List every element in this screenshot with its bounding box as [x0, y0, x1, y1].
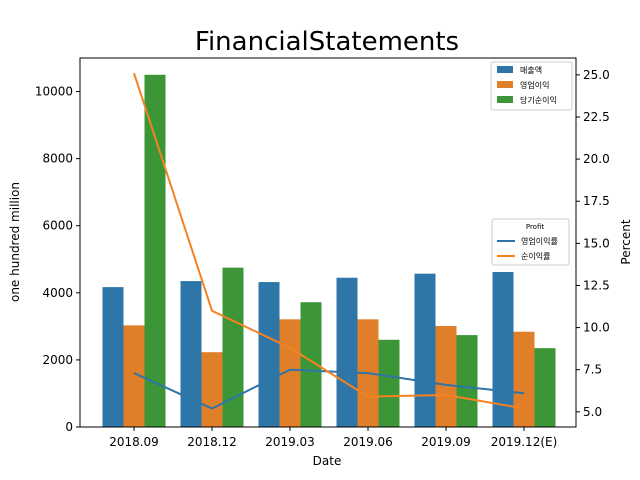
bar [456, 335, 478, 427]
x-tick-label: 2019.09 [421, 435, 471, 449]
x-tick-label: 2019.12(E) [491, 435, 558, 449]
bar-legend-swatch [497, 66, 513, 73]
bar [534, 348, 556, 427]
y2-tick-label: 17.5 [583, 194, 610, 208]
x-axis: 2018.09 2018.12 2019.03 2019.06 2019.09 2019.… [109, 427, 557, 449]
bar [492, 272, 514, 427]
line-legend-label: 순이익률 [521, 251, 550, 261]
bar [435, 326, 457, 427]
line-legend-title: Profit [526, 223, 545, 231]
y-tick-label: 4000 [42, 286, 73, 300]
y2-tick-label: 25.0 [583, 68, 610, 82]
bar-legend-swatch [497, 81, 513, 88]
y2-tick-label: 5.0 [583, 405, 602, 419]
y2-tick-label: 20.0 [583, 152, 610, 166]
x-tick-label: 2019.03 [265, 435, 315, 449]
bar [378, 339, 400, 427]
bar [336, 277, 358, 427]
plot-frame [79, 57, 577, 428]
bar-legend-label: 당기순이익 [520, 95, 557, 105]
y2-tick-label: 10.0 [583, 321, 610, 335]
bar [123, 325, 145, 427]
y-axis-right: 5.0 7.5 10.0 12.5 15.0 17.5 20.0 22.5 25.0 [576, 68, 610, 419]
y-tick-label: 6000 [42, 219, 73, 233]
x-tick-label: 2018.09 [109, 435, 159, 449]
y2-axis-label: Percent [619, 219, 633, 264]
y2-tick-label: 12.5 [583, 278, 610, 292]
y-axis-label: one hundred million [8, 182, 22, 302]
bar [414, 273, 436, 427]
x-axis-label: Date [313, 454, 342, 468]
y-axis-left: 0 2000 4000 6000 8000 10000 [35, 85, 80, 434]
y-tick-label: 8000 [42, 152, 73, 166]
bar-legend-swatch [497, 96, 513, 103]
bars-layer [102, 74, 556, 427]
bar [300, 302, 322, 427]
y2-tick-label: 7.5 [583, 363, 602, 377]
line-legend-box [491, 218, 570, 266]
bar [513, 331, 535, 427]
bar [180, 281, 202, 427]
series-line [133, 72, 525, 410]
x-tick-label: 2019.06 [343, 435, 393, 449]
bar-legend-label: 매출액 [520, 65, 542, 75]
bar [201, 352, 223, 427]
bar [222, 267, 244, 427]
y-tick-label: 0 [65, 420, 73, 434]
y2-tick-label: 15.0 [583, 236, 610, 250]
bar [102, 287, 124, 427]
line-legend-label: 영업이익률 [521, 236, 558, 246]
bar [258, 282, 280, 427]
x-tick-label: 2018.12 [187, 435, 237, 449]
chart-title: FinancialStatements [195, 27, 459, 57]
y-tick-label: 2000 [42, 353, 73, 367]
lines-layer [133, 72, 525, 410]
bar [144, 74, 166, 427]
y2-tick-label: 22.5 [583, 110, 610, 124]
bar-legend-label: 영업이익 [520, 80, 549, 90]
y-tick-label: 10000 [35, 85, 73, 99]
